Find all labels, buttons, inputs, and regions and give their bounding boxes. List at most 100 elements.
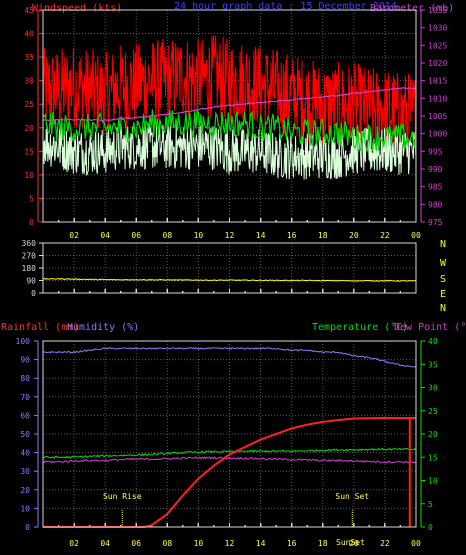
wind-axis-label: 20 <box>24 124 34 133</box>
temperature-axis-label: 10 <box>428 477 438 486</box>
rain-axis-label: 10 <box>20 504 30 513</box>
wind-axis-label: 45 <box>24 6 34 15</box>
direction-axis-label: 0 <box>31 289 36 298</box>
sun-annotation-label: Sun Set <box>335 492 369 501</box>
x-tick-label: 06 <box>131 539 141 548</box>
rain-panel-frame <box>42 340 417 528</box>
x-tick-label: 20 <box>349 231 359 240</box>
x-tick-label: 16 <box>287 539 297 548</box>
wind-axis-label: 10 <box>24 171 34 180</box>
rain-axis-label: 40 <box>20 449 30 458</box>
x-tick-label: 20 <box>349 539 359 548</box>
series-wind-min <box>42 123 417 180</box>
barometer-axis-label: 995 <box>428 147 443 156</box>
rainfall-axis-title: Rainfall (mm) <box>1 322 79 333</box>
time-marker-label: SunSet <box>336 538 365 547</box>
compass-label: E <box>440 289 446 300</box>
temperature-axis-label: 5 <box>428 500 433 509</box>
rain-axis-label: 50 <box>20 430 30 439</box>
rain-axis-label: 70 <box>20 393 30 402</box>
wind-axis-label: 30 <box>24 77 34 86</box>
x-tick-label: 02 <box>69 539 79 548</box>
compass-label: N <box>440 303 446 314</box>
rain-axis-label: 30 <box>20 467 30 476</box>
x-tick-label: 12 <box>225 539 235 548</box>
rain-axis-label: 90 <box>20 356 30 365</box>
series-temperature <box>42 447 417 459</box>
compass-label: N <box>440 239 446 250</box>
x-tick-label: 10 <box>194 539 204 548</box>
rain-axis-label: 0 <box>25 523 30 532</box>
x-tick-label: 18 <box>318 539 328 548</box>
x-tick-label: 22 <box>380 539 390 548</box>
x-tick-label: 18 <box>318 231 328 240</box>
x-tick-label: 10 <box>194 231 204 240</box>
rain-axis-label: 20 <box>20 486 30 495</box>
series-wind-gust <box>42 35 417 157</box>
sun-annotation-label: Sun Rise <box>103 492 142 501</box>
barometer-axis-label: 1005 <box>428 112 447 121</box>
series-barometer <box>42 87 417 122</box>
x-tick-label: 22 <box>380 231 390 240</box>
humidity-axis-title: Humidity (%) <box>67 322 139 333</box>
wind-axis-label: 15 <box>24 147 34 156</box>
chart-marks: 0510152025303540459759809859909951000100… <box>16 6 448 548</box>
chart-title: 24 hour graph data : 15 December 2014 <box>174 1 397 12</box>
wind-axis-label: 40 <box>24 30 34 39</box>
barometer-axis-label: 1025 <box>428 41 447 50</box>
barometer-axis-label: 980 <box>428 200 443 209</box>
rain-axis-label: 80 <box>20 374 30 383</box>
x-tick-label: 06 <box>131 231 141 240</box>
direction-axis-label: 270 <box>22 252 37 261</box>
wind-axis-label: 5 <box>29 194 34 203</box>
x-tick-label: 14 <box>256 231 266 240</box>
barometer-axis-label: 985 <box>428 183 443 192</box>
x-tick-label: 12 <box>225 231 235 240</box>
x-tick-label: 08 <box>163 539 173 548</box>
rain-axis-label: 100 <box>16 337 31 346</box>
barometer-axis-label: 1015 <box>428 77 447 86</box>
direction-axis-label: 180 <box>22 264 37 273</box>
temperature-axis-label: 30 <box>428 384 438 393</box>
temperature-axis-label: 15 <box>428 453 438 462</box>
wind-axis-label: 35 <box>24 53 34 62</box>
temperature-axis-label: 25 <box>428 407 438 416</box>
x-tick-label: 14 <box>256 539 266 548</box>
barometer-axis-label: 1010 <box>428 94 447 103</box>
series-humidity <box>42 347 417 368</box>
direction-panel-frame <box>42 242 417 294</box>
temperature-axis-label: 20 <box>428 430 438 439</box>
barometer-axis-label: 1030 <box>428 24 447 33</box>
barometer-axis-label: 1020 <box>428 59 447 68</box>
barometer-axis-title: Barometer (mb) <box>370 3 454 14</box>
wind-axis-label: 0 <box>29 218 34 227</box>
temperature-axis-label: 0 <box>428 523 433 532</box>
x-tick-label: 04 <box>100 231 110 240</box>
barometer-axis-label: 990 <box>428 165 443 174</box>
x-tick-label: 08 <box>163 231 173 240</box>
temperature-axis-label: 35 <box>428 360 438 369</box>
x-tick-label: 16 <box>287 231 297 240</box>
compass-label: W <box>440 258 447 269</box>
temperature-axis-label: 40 <box>428 337 438 346</box>
rain-axis-label: 60 <box>20 411 30 420</box>
series-wind-avg <box>42 109 417 152</box>
direction-axis-label: 360 <box>22 239 37 248</box>
x-tick-label: 00 <box>411 539 421 548</box>
wind-axis-title: Windspeed (kts) <box>32 3 122 14</box>
barometer-axis-label: 1000 <box>428 130 447 139</box>
x-tick-label: 00 <box>411 231 421 240</box>
x-tick-label: 04 <box>100 539 110 548</box>
wind-axis-label: 25 <box>24 100 34 109</box>
barometer-axis-label: 975 <box>428 218 443 227</box>
temperature-axis-title: Temperature (°C) <box>312 322 408 333</box>
series-wind-direction <box>42 277 417 282</box>
wind-panel-frame <box>42 9 417 223</box>
compass-label: S <box>440 274 446 285</box>
direction-axis-label: 90 <box>26 277 36 286</box>
x-tick-label: 02 <box>69 231 79 240</box>
barometer-axis-label: 1035 <box>428 6 447 15</box>
series-dewpoint <box>42 456 417 464</box>
dewpoint-axis-title: Dew Point (°C) <box>394 322 466 333</box>
